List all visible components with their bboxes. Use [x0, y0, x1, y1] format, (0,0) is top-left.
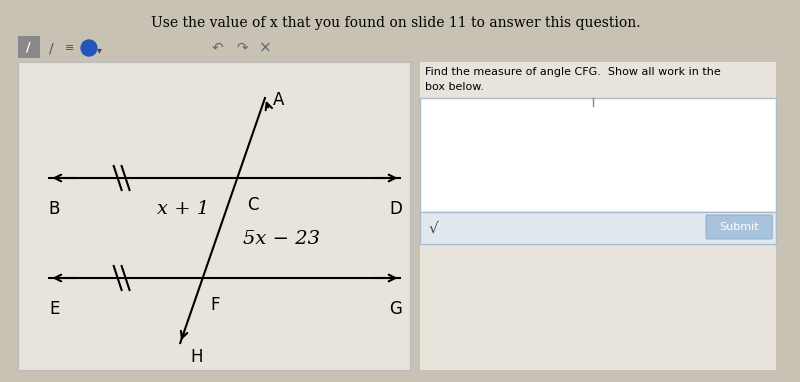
Text: Find the measure of angle CFG.  Show all work in the: Find the measure of angle CFG. Show all … [425, 67, 721, 77]
Text: /: / [26, 40, 31, 53]
FancyBboxPatch shape [420, 98, 776, 212]
Text: D: D [389, 200, 402, 218]
Text: ≡: ≡ [65, 43, 74, 53]
Text: B: B [49, 200, 60, 218]
Text: 5x − 23: 5x − 23 [243, 230, 320, 248]
Text: Use the value of x that you found on slide 11 to answer this question.: Use the value of x that you found on sli… [150, 16, 640, 30]
FancyBboxPatch shape [18, 62, 410, 370]
Text: ▾: ▾ [97, 45, 102, 55]
Text: A: A [273, 91, 284, 109]
Text: G: G [389, 300, 402, 318]
Text: ↷: ↷ [237, 41, 248, 55]
Text: ×: × [258, 40, 271, 55]
Text: C: C [247, 196, 258, 214]
Text: Submit: Submit [718, 222, 758, 232]
Text: x + 1: x + 1 [157, 200, 209, 218]
Text: /: / [49, 41, 54, 55]
Text: ↶: ↶ [212, 41, 223, 55]
Text: E: E [49, 300, 59, 318]
FancyBboxPatch shape [420, 212, 776, 244]
Text: √: √ [428, 220, 438, 235]
FancyBboxPatch shape [420, 62, 776, 370]
FancyBboxPatch shape [706, 215, 772, 239]
Text: box below.: box below. [425, 82, 484, 92]
FancyBboxPatch shape [18, 36, 39, 58]
Text: F: F [210, 296, 220, 314]
Circle shape [81, 40, 97, 56]
Text: H: H [190, 348, 202, 366]
